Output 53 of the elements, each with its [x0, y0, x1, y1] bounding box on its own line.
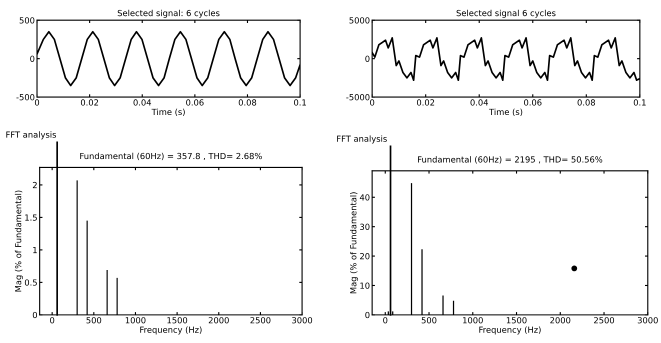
y-tick-label: 30	[360, 224, 370, 230]
x-tick-label: 0.1	[294, 99, 306, 106]
y-tick-label: 500	[20, 17, 34, 24]
x-tick-label: 500	[86, 317, 102, 324]
x-axis-title: Time (s)	[152, 108, 185, 116]
y-tick-label: -5000	[346, 94, 370, 100]
y-tick-label: -500	[16, 94, 34, 100]
x-tick-label: 0.08	[238, 99, 256, 106]
y-tick-label: 5000	[349, 17, 370, 24]
x-tick-label: 500	[422, 317, 436, 324]
x-axis-title: Time (s)	[489, 108, 522, 116]
x-tick-label: 0.06	[524, 99, 542, 106]
y-tick-label: 40	[360, 194, 370, 201]
chart-title: Fundamental (60Hz) = 2195 , THD= 50.56%	[418, 156, 602, 164]
y-tick-label: 0	[30, 56, 34, 62]
y-tick-label: 1	[33, 246, 37, 254]
y-tick-label: 0	[365, 56, 370, 62]
chart-title: Selected signal: 6 cycles	[118, 10, 220, 18]
y-tick-label: 0.5	[24, 279, 37, 286]
x-tick-label: 1500	[167, 317, 188, 324]
x-tick-label: 2500	[594, 317, 614, 324]
text: FFT analysis	[6, 131, 56, 140]
y-tick-label: 10	[360, 282, 370, 289]
chart-title: Fundamental (60Hz) = 357.8 , THD= 2.68%	[80, 152, 262, 160]
text: FFT analysis	[337, 135, 387, 144]
x-tick-label: 3000	[638, 317, 658, 324]
y-tick-label: 20	[360, 253, 370, 260]
x-axis-title: Frequency (Hz)	[140, 326, 202, 334]
x-tick-label: 0.02	[80, 99, 98, 106]
x-tick-label: 0.06	[186, 99, 204, 106]
x-tick-label: 0	[370, 99, 374, 106]
y-tick-label: 0	[365, 312, 370, 318]
x-axis-title: Frequency (Hz)	[479, 326, 541, 334]
x-tick-label: 0	[50, 317, 54, 324]
y-tick-label: 0	[32, 312, 38, 318]
y-tick-label: 2	[32, 182, 37, 188]
x-tick-label: 1500	[506, 317, 527, 324]
x-tick-label: 1000	[463, 317, 483, 324]
y-axis-title: Mag (% of Fundamental)	[350, 192, 358, 294]
y-tick-label: 1.5	[25, 214, 37, 221]
chart-title: Selected signal 6 cycles	[456, 10, 556, 18]
x-tick-label: 2000	[550, 317, 570, 324]
x-tick-label: 0.02	[416, 99, 434, 106]
x-tick-label: 2500	[250, 317, 270, 324]
x-tick-label: 3000	[292, 317, 312, 324]
x-tick-label: 0	[383, 317, 388, 324]
x-tick-label: 0.04	[134, 99, 152, 106]
x-tick-label: 0.1	[634, 99, 646, 106]
y-axis-title: Mag (% of Fundamental)	[14, 190, 23, 292]
x-tick-label: 0.08	[578, 99, 596, 106]
x-tick-label: 0.04	[470, 99, 488, 106]
x-tick-label: 1000	[126, 317, 146, 324]
x-tick-label: 2000	[208, 317, 229, 324]
